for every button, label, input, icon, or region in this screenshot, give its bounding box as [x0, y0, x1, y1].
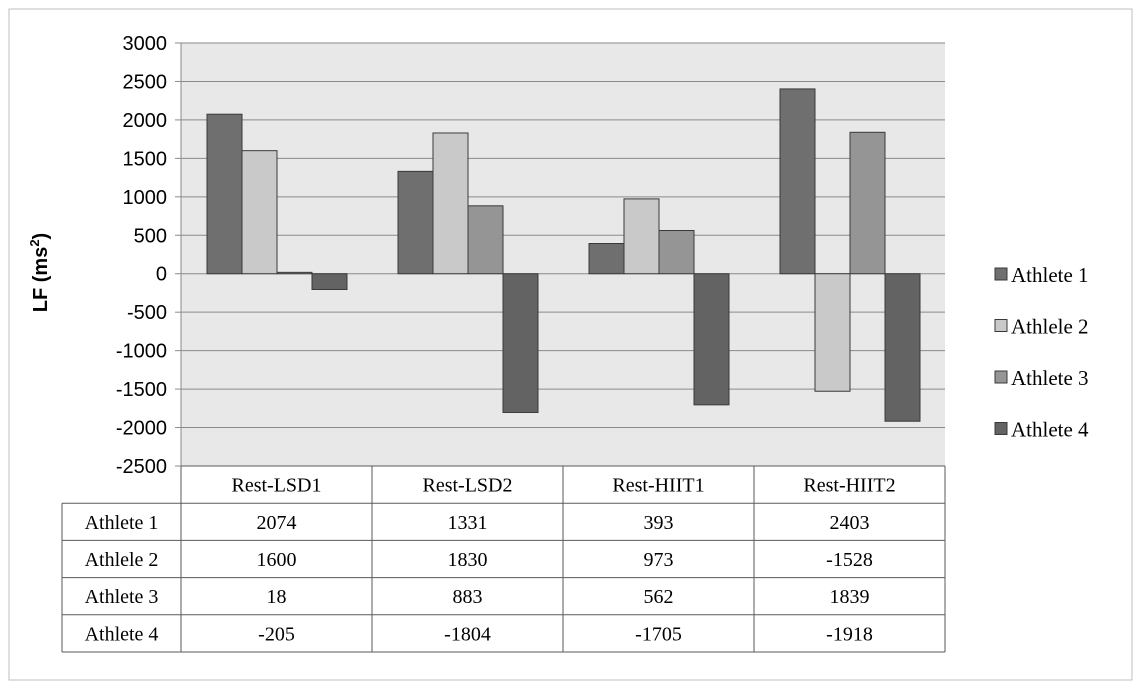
y-axis-label-text: LF (ms	[30, 247, 52, 313]
table-cell-value: -1705	[635, 623, 682, 645]
bar	[467, 205, 504, 275]
y-tick-label: -1500	[116, 379, 167, 401]
y-axis-ticks: -2500 -2000 -1500 -1000 -500 0 500 1000 1500 2000…	[116, 33, 182, 478]
table-cell-value: 562	[644, 586, 674, 608]
table-series-name: Athlete 1	[85, 512, 159, 534]
bar	[311, 273, 348, 290]
bar	[693, 273, 730, 406]
bar	[397, 170, 434, 275]
y-tick-label: -2500	[116, 456, 167, 478]
table-cell-value: -1804	[444, 623, 491, 645]
table-cell-value: -1918	[826, 623, 873, 645]
bar	[814, 273, 851, 392]
y-tick-label: 500	[134, 225, 167, 247]
bar	[588, 243, 625, 275]
bars	[206, 88, 921, 422]
y-axis-label: LF (ms2)	[27, 233, 52, 312]
table-cell-value: 1331	[448, 512, 488, 534]
table-cell-value: -1528	[826, 549, 873, 571]
table-cell-value: 973	[644, 549, 674, 571]
legend-swatch	[994, 267, 1008, 281]
x-category-label: Rest-HIIT2	[803, 475, 895, 497]
bar	[779, 88, 816, 275]
table-cell-value: 1839	[830, 586, 870, 608]
bar	[432, 132, 469, 275]
data-table: Rest-LSD1 Rest-LSD2 Rest-HIIT1 Rest-HIIT2 At…	[61, 465, 946, 653]
bar	[241, 150, 278, 275]
bar	[884, 273, 921, 422]
bar	[206, 113, 243, 275]
y-tick-label: 3000	[123, 33, 168, 55]
y-tick-label: -1000	[116, 341, 167, 363]
table-cell-value: 2403	[830, 512, 870, 534]
table-cell-value: -205	[258, 623, 295, 645]
x-category-label: Rest-LSD2	[423, 475, 513, 497]
table-series-name: Athlete 4	[85, 623, 159, 645]
bar	[502, 273, 539, 413]
bar	[658, 230, 695, 275]
y-tick-label: 1500	[123, 148, 168, 170]
table-cell-value: 1830	[448, 549, 488, 571]
y-tick-label: -2000	[116, 418, 167, 440]
table-cell-value: 2074	[257, 512, 297, 534]
y-axis-label-close: )	[30, 233, 52, 240]
bar	[849, 131, 886, 275]
x-category-label: Rest-LSD1	[232, 475, 322, 497]
y-axis-label-superscript: 2	[27, 239, 42, 246]
bar	[276, 271, 313, 275]
legend-swatch	[994, 422, 1008, 435]
table-cell-value: 18	[267, 586, 287, 608]
legend-label: Athlete 1	[1011, 263, 1089, 287]
legend-label: Athlete 3	[1011, 366, 1089, 390]
legend-swatch	[994, 370, 1008, 384]
plot-area	[181, 43, 945, 466]
table-cell-value: 883	[453, 586, 483, 608]
legend-label: Athlete 4	[1011, 418, 1089, 442]
y-tick-label: -500	[127, 302, 167, 324]
table-series-name: Athlete 3	[85, 586, 159, 608]
legend-swatch	[994, 319, 1008, 332]
x-category-label: Rest-HIIT1	[612, 475, 704, 497]
y-tick-label: 1000	[123, 187, 168, 209]
y-tick-label: 2000	[123, 110, 168, 132]
table-cell-value: 1600	[257, 549, 297, 571]
legend: Athlete 1 Athlele 2 Athlete 3 Athlete 4	[994, 263, 1089, 442]
table-cell-value: 393	[644, 512, 674, 534]
y-tick-label: 0	[156, 264, 167, 286]
table-series-name: Athlele 2	[85, 549, 159, 571]
bar	[623, 198, 660, 275]
legend-label: Athlele 2	[1011, 315, 1089, 339]
y-tick-label: 2500	[123, 71, 168, 93]
